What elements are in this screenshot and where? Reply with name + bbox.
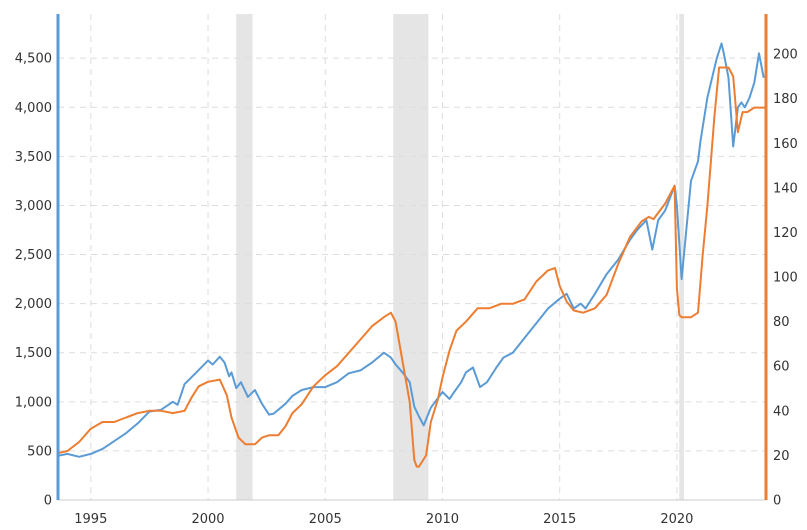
left-tick-label: 4,000: [15, 101, 52, 116]
left-tick-label: 1,000: [15, 395, 52, 410]
right-axis-series-line: [57, 66, 766, 468]
right-tick-label: 40: [773, 404, 790, 419]
left-tick-label: 3,000: [15, 199, 52, 214]
left-tick-label: 3,500: [15, 150, 52, 165]
right-tick-label: 140: [773, 181, 798, 196]
axes: [56, 14, 768, 501]
right-tick-label: 0: [773, 494, 781, 509]
x-tick-label: 2000: [191, 512, 224, 527]
tick-labels: 0 500 1,000 1,500 2,000 2,500 3,000 3,500 4,000 4…: [15, 48, 798, 527]
left-tick-label: 2,500: [15, 248, 52, 263]
right-tick-label: 200: [773, 48, 798, 63]
x-tick-label: 2015: [543, 512, 576, 527]
x-tick-label: 1995: [74, 512, 107, 527]
left-tick-label: 2,000: [15, 297, 52, 312]
left-tick-label: 1,500: [15, 346, 52, 361]
left-tick-label: 0: [44, 494, 52, 509]
right-tick-label: 160: [773, 137, 798, 152]
right-tick-label: 120: [773, 226, 798, 241]
right-tick-label: 180: [773, 92, 798, 107]
right-tick-label: 20: [773, 449, 790, 464]
x-tick-label: 2005: [309, 512, 342, 527]
recession-band-1: [236, 14, 253, 500]
left-axis-series-line: [57, 42, 765, 458]
recession-band-3: [679, 14, 684, 500]
right-tick-label: 100: [773, 271, 798, 286]
right-tick-label: 80: [773, 315, 790, 330]
right-tick-label: 60: [773, 360, 790, 375]
series-lines: [57, 42, 766, 468]
x-tick-label: 2020: [660, 512, 693, 527]
left-tick-label: 4,500: [15, 52, 52, 67]
x-tick-label: 2010: [426, 512, 459, 527]
recession-shading: [236, 14, 684, 500]
left-tick-label: 500: [27, 444, 52, 459]
